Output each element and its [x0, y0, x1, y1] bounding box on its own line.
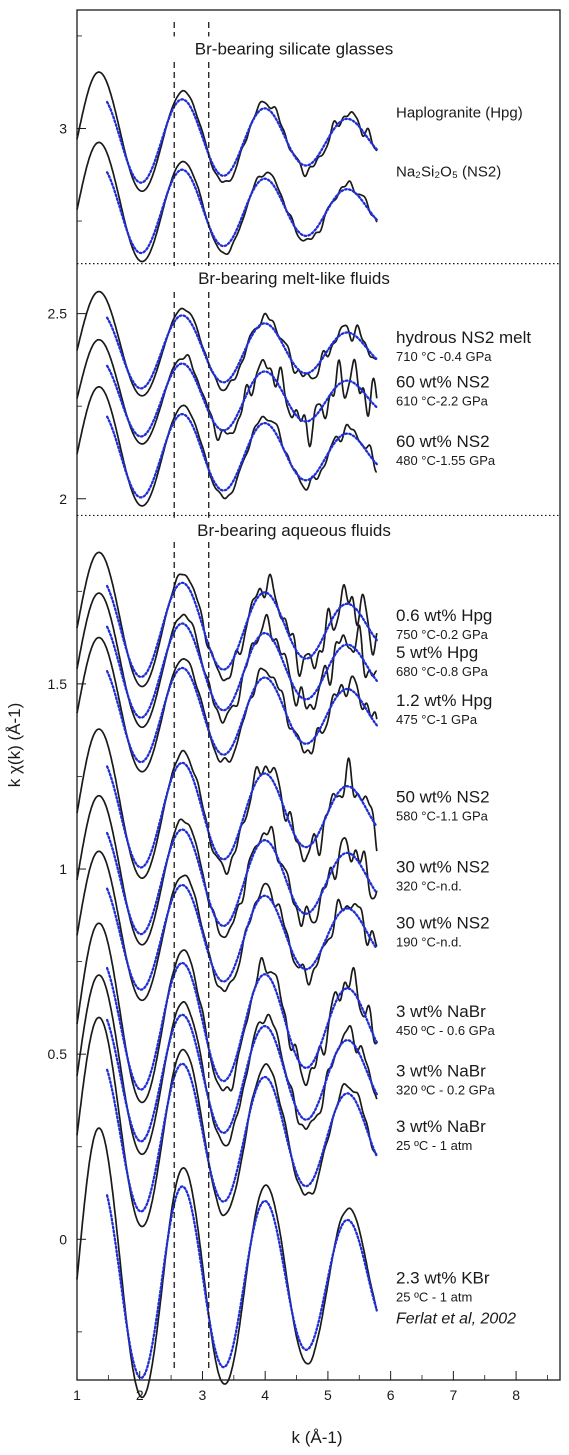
text-layer: 1 2 3 4 5 6 7 8 0 0.5 1 1.5 2 2.5 3 Br-bearing silicate… — [48, 36, 531, 1403]
spectrum-condition-label: 450 ºC - 0.6 GPa — [396, 1023, 495, 1038]
section-title: Br-bearing melt-like fluids — [198, 269, 390, 288]
spectrum-label: 2.3 wt% KBr — [396, 1269, 490, 1288]
section-title-bg — [150, 517, 430, 542]
spectrum-condition-label: 320 ºC - 0.2 GPa — [396, 1082, 495, 1097]
fit-spectrum-line — [105, 761, 378, 869]
fit-spectrum-line — [105, 314, 378, 390]
spectrum-label: 30 wt% NS2 — [396, 913, 490, 932]
spectrum-label: 60 wt% NS2 — [396, 373, 490, 392]
x-tick-label: 4 — [261, 1387, 269, 1403]
spectrum-label: 60 wt% NS2 — [396, 432, 490, 451]
y-tick-label: 0 — [59, 1231, 67, 1247]
fit-spectrum-line — [105, 1062, 378, 1213]
y-tick-label: 3 — [59, 120, 67, 136]
spectrum-label: 3 wt% NaBr — [396, 1117, 486, 1136]
x-tick-label: 8 — [512, 1387, 520, 1403]
x-tick-label: 7 — [449, 1387, 457, 1403]
y-tick-label: 2.5 — [48, 306, 68, 322]
fit-spectrum-line — [105, 961, 378, 1091]
fit-spectrum-line — [105, 98, 378, 184]
spectrum-condition-label: 680 °C-0.8 GPa — [396, 664, 489, 679]
plot-frame — [76, 9, 561, 1381]
x-axis-title: k (Å-1) — [292, 1428, 343, 1447]
spectrum-label: 50 wt% NS2 — [396, 787, 490, 806]
spectrum-label: 1.2 wt% Hpg — [396, 691, 492, 710]
section-title-bg — [150, 36, 430, 61]
citation-annotation: Ferlat et al, 2002 — [396, 1311, 516, 1328]
spectrum-label: hydrous NS2 melt — [396, 328, 531, 347]
fit-spectrum-line — [105, 828, 378, 936]
fit-spectrum-line — [105, 362, 378, 438]
spectrum-label: 5 wt% Hpg — [396, 643, 478, 662]
section-title: Br-bearing silicate glasses — [195, 39, 393, 58]
y-tick-label: 2 — [59, 491, 67, 507]
spectrum-label: Haplogranite (Hpg) — [396, 104, 523, 121]
spectrum-label: 0.6 wt% Hpg — [396, 606, 492, 625]
spectrum-condition-label: 190 °C-n.d. — [396, 934, 462, 949]
spectrum-condition-label: 320 °C-n.d. — [396, 879, 462, 894]
x-tick-label: 2 — [136, 1387, 144, 1403]
y-tick-label: 1 — [59, 861, 67, 877]
spectrum-condition-label: 480 °C-1.55 GPa — [396, 453, 496, 468]
fit-spectrum-line — [105, 883, 378, 991]
spectrum-condition-label: 750 °C-0.2 GPa — [396, 627, 489, 642]
spectrum-condition-label: 710 °C -0.4 GPa — [396, 349, 492, 364]
x-tick-label: 5 — [324, 1387, 332, 1403]
x-tick-label: 3 — [199, 1387, 207, 1403]
spectrum-label: 30 wt% NS2 — [396, 858, 490, 877]
section-title-bg — [150, 266, 430, 290]
x-tick-label: 1 — [73, 1387, 81, 1403]
spectrum-label: 3 wt% NaBr — [396, 1061, 486, 1080]
frame-layer — [76, 9, 561, 1381]
y-tick-label: 1.5 — [48, 676, 68, 692]
y-axis-title: k χ(k) (Å-1) — [5, 703, 24, 787]
fit-spectrum-line — [105, 1013, 378, 1143]
section-title: Br-bearing aqueous fluids — [197, 521, 391, 540]
spectrum-condition-label: 25 ºC - 1 atm — [396, 1290, 472, 1305]
spectrum-condition-label: 475 °C-1 GPa — [396, 712, 478, 727]
spectrum-condition-label: 25 ºC - 1 atm — [396, 1138, 472, 1153]
fit-spectrum-line — [105, 168, 378, 255]
spectrum-condition-label: 610 °C-2.2 GPa — [396, 394, 489, 409]
fit-spectrum-line — [105, 412, 378, 499]
spectrum-label: 3 wt% NaBr — [396, 1002, 486, 1021]
fit-spectrum-line — [105, 1185, 378, 1380]
spectrum-condition-label: 580 °C-1.1 GPa — [396, 808, 489, 823]
x-tick-label: 6 — [387, 1387, 395, 1403]
lines-layer — [76, 71, 378, 1399]
fit-spectrum-line — [105, 581, 378, 679]
spectrum-label: Na₂Si₂O₅ (NS2) — [396, 164, 501, 181]
experimental-spectrum-line — [76, 850, 378, 1002]
fit-spectrum-line — [105, 622, 378, 719]
y-tick-label: 0.5 — [48, 1046, 68, 1062]
fit-spectrum-line — [105, 666, 378, 764]
